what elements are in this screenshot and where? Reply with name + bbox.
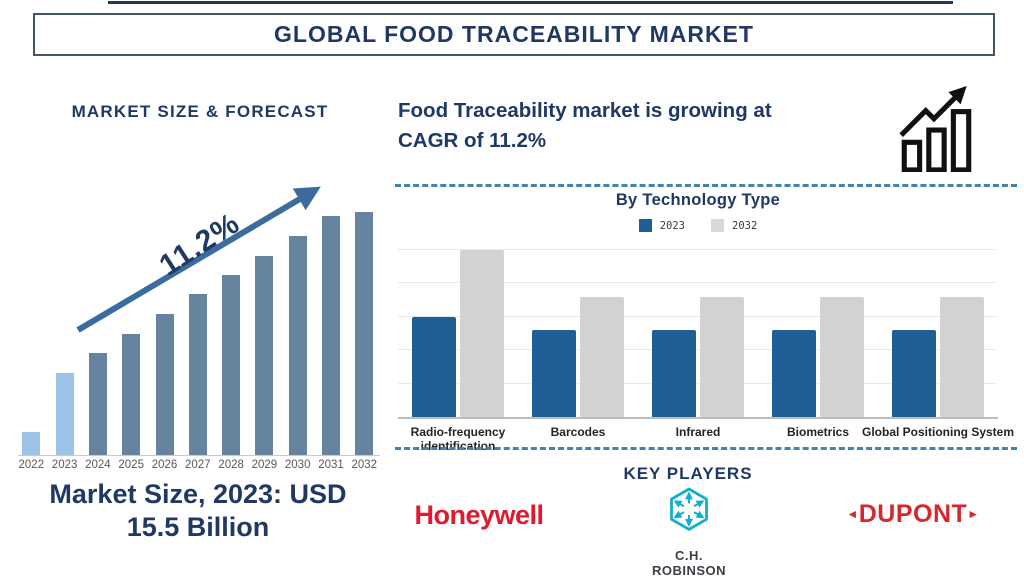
year-label-2022: 2022 (18, 459, 45, 471)
dashed-divider-bottom (395, 447, 1017, 450)
dupont-right-triangle-icon: ► (967, 507, 980, 521)
forecast-bar-2030 (288, 236, 307, 455)
year-label-2025: 2025 (118, 459, 144, 471)
forecast-bar-2022 (22, 431, 41, 455)
gridline (398, 349, 996, 351)
year-label-2027: 2027 (185, 459, 211, 471)
gridline (398, 382, 996, 384)
key-players-heading: KEY PLAYERS (623, 464, 753, 483)
cagr-headline-line2: CAGR of 11.2% (398, 128, 547, 152)
market-size-caption-line2: 15.5 Billion (126, 512, 270, 543)
market-size-caption-line1: Market Size, 2023: USD (49, 479, 347, 509)
hexagon-snowflake-icon (670, 487, 708, 531)
ch-robinson-logo: C.H. ROBINSON (637, 486, 741, 578)
tech-bar-2023-1 (412, 316, 456, 417)
forecast-bar-2026 (155, 314, 174, 455)
legend-swatch-2032 (711, 219, 724, 232)
title-banner: GLOBAL FOOD TRACEABILITY MARKET (33, 13, 995, 56)
technology-chart-legend: 2023 2032 (398, 219, 998, 232)
forecast-year-axis: 2022 2023 2024 2025 2026 2027 2028 2029 2030 2031… (18, 459, 398, 475)
market-size-caption: Market Size, 2023: USD 15.5 Billion (12, 478, 384, 545)
tech-bar-2023-4 (772, 330, 816, 417)
tech-bar-2032-2 (580, 296, 624, 417)
year-label-2030: 2030 (284, 459, 311, 471)
tech-bar-2023-2 (532, 330, 576, 417)
gridline (398, 315, 996, 317)
rising-trend-arrow-icon (76, 186, 321, 333)
year-label-2028: 2028 (218, 459, 244, 471)
tech-bar-2023-5 (892, 330, 936, 417)
year-label-2029: 2029 (251, 459, 278, 471)
tech-category-label-3: Infrared (675, 425, 721, 439)
gridline (398, 249, 996, 250)
market-size-forecast-heading: MARKET SIZE & FORECAST (71, 102, 329, 121)
year-label-2026: 2026 (151, 459, 178, 471)
tech-category-label-4: Biometrics (786, 425, 850, 439)
dupont-left-triangle-icon: ◄ (846, 507, 859, 521)
dupont-logo: ◄DUPONT► (843, 500, 983, 529)
legend-item-2032: 2032 (711, 219, 757, 232)
dupont-logo-text: DUPONT (858, 500, 968, 528)
tech-bar-2032-4 (820, 296, 864, 417)
technology-category-axis: Radio-frequency identification Barcodes In… (398, 425, 1018, 457)
forecast-bar-2025 (122, 334, 141, 455)
forecast-bar-2029 (255, 255, 274, 455)
market-forecast-bar-chart (18, 180, 380, 456)
forecast-bar-2028 (222, 274, 241, 455)
legend-item-2023: 2023 (638, 219, 685, 232)
legend-label-2023: 2023 (659, 219, 685, 232)
tech-bar-2032-1 (460, 250, 504, 417)
forecast-bar-2031 (322, 215, 340, 455)
year-label-2023: 2023 (51, 459, 78, 471)
top-accent-line (108, 1, 953, 4)
forecast-bar-2024 (88, 352, 107, 455)
year-label-2024: 2024 (85, 459, 111, 471)
tech-bar-2032-3 (700, 296, 744, 417)
cagr-headline: Food Traceability market is growing at C… (398, 96, 858, 155)
tech-bar-2023-3 (652, 330, 696, 417)
year-label-2032: 2032 (351, 459, 378, 471)
gridline (398, 282, 996, 284)
year-label-2031: 2031 (318, 459, 344, 471)
honeywell-logo: Honeywell (414, 500, 544, 530)
legend-label-2032: 2032 (732, 219, 758, 232)
forecast-bar-2032 (355, 212, 374, 455)
ch-robinson-logo-text: C.H. ROBINSON (651, 548, 727, 578)
forecast-bar-2023 (55, 373, 74, 455)
growth-chart-icon (899, 86, 972, 172)
legend-swatch-2023 (638, 219, 652, 232)
tech-bar-2032-5 (940, 296, 984, 417)
tech-category-label-2: Barcodes (550, 425, 606, 439)
forecast-bar-2027 (188, 293, 207, 455)
tech-category-label-5: Global Positioning System (861, 425, 1015, 439)
technology-type-heading: By Technology Type (615, 191, 781, 209)
cagr-headline-line1: Food Traceability market is growing at (398, 99, 772, 122)
page-title: GLOBAL FOOD TRACEABILITY MARKET (274, 21, 754, 47)
dashed-divider-top (395, 184, 1017, 187)
technology-type-bar-chart (398, 246, 998, 419)
